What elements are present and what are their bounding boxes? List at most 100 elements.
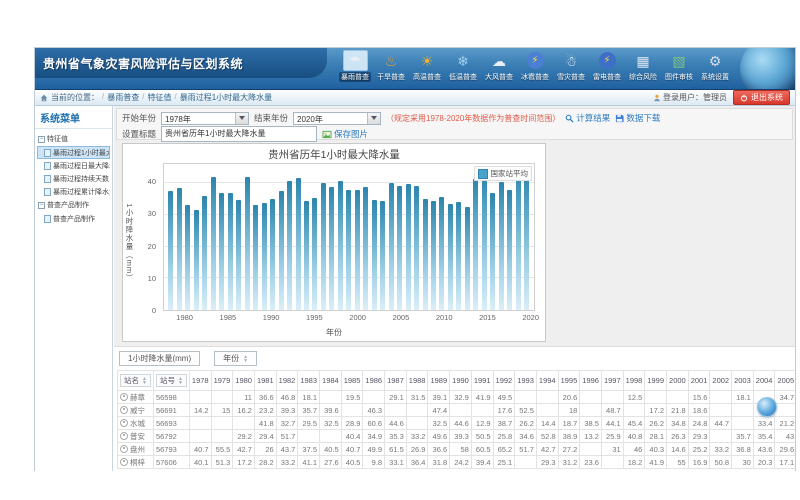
row-select-radio[interactable]: [120, 432, 128, 440]
year-header-1981[interactable]: 1981: [254, 371, 276, 391]
year-header-1982[interactable]: 1982: [276, 371, 298, 391]
year-header-1997[interactable]: 1997: [601, 371, 623, 391]
logout-button[interactable]: 退出系统: [733, 90, 790, 105]
wind-icon: ☁: [487, 50, 512, 71]
value-cell-1979: 51.3: [211, 456, 233, 469]
value-cell-1988: 33.2: [406, 430, 428, 443]
bar-2014: [473, 179, 478, 310]
value-cell-2003: [732, 417, 754, 430]
toolbar-item-wind[interactable]: ☁大风普查: [481, 50, 517, 82]
value-cell-2005: 43: [775, 430, 795, 443]
station-name-cell[interactable]: 水城: [118, 417, 154, 430]
calculate-button[interactable]: 计算结果: [565, 112, 610, 124]
download-button[interactable]: 数据下载: [615, 112, 660, 124]
station-name-cell[interactable]: 威宁: [118, 404, 154, 417]
tree-collapse-icon[interactable]: −: [38, 136, 45, 143]
station-name-cell[interactable]: 普安: [118, 430, 154, 443]
breadcrumb-segment[interactable]: 暴雨普查: [107, 92, 139, 103]
breadcrumb-segment[interactable]: 特征值: [147, 92, 171, 103]
year-header-1989[interactable]: 1989: [428, 371, 450, 391]
year-header-1998[interactable]: 1998: [623, 371, 645, 391]
value-cell-1998: 46: [623, 443, 645, 456]
end-year-select[interactable]: 2020年: [293, 112, 381, 125]
year-header-2001[interactable]: 2001: [688, 371, 710, 391]
year-header-1992[interactable]: 1992: [493, 371, 515, 391]
year-sort-button[interactable]: 年份 ▲▼: [214, 351, 257, 366]
year-header-1991[interactable]: 1991: [471, 371, 493, 391]
app-title: 贵州省气象灾害风险评估与区划系统: [35, 55, 243, 72]
year-header-1984[interactable]: 1984: [320, 371, 342, 391]
toolbar-item-settings[interactable]: ⚙系统设置: [697, 50, 733, 82]
tree-collapse-icon[interactable]: −: [38, 202, 45, 209]
year-header-2000[interactable]: 2000: [667, 371, 689, 391]
year-header-2003[interactable]: 2003: [732, 371, 754, 391]
year-header-1980[interactable]: 1980: [233, 371, 255, 391]
value-cell-2005: 17.1: [775, 456, 795, 469]
station-name-cell[interactable]: 桐梓: [118, 456, 154, 469]
year-header-1985[interactable]: 1985: [341, 371, 363, 391]
value-cell-1996: [580, 404, 602, 417]
station-id-header[interactable]: 站号▲▼: [153, 371, 189, 391]
bar-2000: [355, 190, 360, 310]
year-header-2002[interactable]: 2002: [710, 371, 732, 391]
value-cell-1985: 40.5: [341, 456, 363, 469]
year-header-1979[interactable]: 1979: [211, 371, 233, 391]
year-header-1987[interactable]: 1987: [385, 371, 407, 391]
year-header-1978[interactable]: 1978: [189, 371, 211, 391]
toolbar-item-low-temp[interactable]: ❄低温普查: [445, 50, 481, 82]
year-header-1999[interactable]: 1999: [645, 371, 667, 391]
year-header-1995[interactable]: 1995: [558, 371, 580, 391]
row-select-radio[interactable]: [120, 406, 128, 414]
toolbar-item-composite-risk[interactable]: ▦综合风险: [625, 50, 661, 82]
station-name-header[interactable]: 站名▲▼: [118, 371, 154, 391]
station-name-cell[interactable]: 盘州: [118, 443, 154, 456]
year-header-1986[interactable]: 1986: [363, 371, 385, 391]
bar-1997: [329, 187, 334, 310]
low-temp-icon: ❄: [451, 50, 476, 71]
value-cell-1980: 16.2: [233, 404, 255, 417]
year-header-1994[interactable]: 1994: [536, 371, 558, 391]
toolbar-item-snow[interactable]: ☃雪灾普查: [553, 50, 589, 82]
sidebar-item-0-1[interactable]: 暴雨过程日最大降水量: [37, 159, 110, 172]
sidebar-item-0-3[interactable]: 暴雨过程累计降水量: [37, 185, 110, 198]
toolbar-item-hail[interactable]: ⚡冰雹普查: [517, 50, 553, 82]
floating-widget[interactable]: [757, 397, 777, 417]
toolbar-item-map-review[interactable]: ▧图件审核: [661, 50, 697, 82]
start-year-select[interactable]: 1978年: [161, 112, 249, 125]
year-header-1993[interactable]: 1993: [515, 371, 537, 391]
toolbar-item-lightning[interactable]: ⚡雷电普查: [589, 50, 625, 82]
value-cell-1983: 29.5: [298, 417, 320, 430]
sidebar-group-1[interactable]: −普查产品制作: [37, 198, 110, 212]
sidebar-item-1-0[interactable]: 普查产品制作: [37, 212, 110, 225]
year-header-2004[interactable]: 2004: [753, 371, 775, 391]
station-name-cell[interactable]: 赫章: [118, 391, 154, 404]
year-header-1983[interactable]: 1983: [298, 371, 320, 391]
toolbar-item-rainstorm[interactable]: ☂暴雨普查: [337, 50, 373, 82]
end-year-value: 2020年: [294, 113, 367, 124]
year-header-1996[interactable]: 1996: [580, 371, 602, 391]
row-select-radio[interactable]: [120, 458, 128, 466]
sidebar-item-0-0[interactable]: 暴雨过程1小时最大降水量: [37, 146, 110, 159]
value-cell-1990: 32.9: [450, 391, 472, 404]
value-cell-2005: [775, 404, 795, 417]
save-image-button[interactable]: 保存图片: [322, 128, 368, 140]
station-id-cell: 56793: [153, 443, 189, 456]
table-body: 赫章565981136.646.818.119.529.131.539.132.…: [118, 391, 796, 469]
toolbar-item-high-temp[interactable]: ☀高温普查: [409, 50, 445, 82]
year-header-1990[interactable]: 1990: [450, 371, 472, 391]
value-cell-1999: 26.2: [645, 417, 667, 430]
toolbar-item-drought[interactable]: ♨干旱普查: [373, 50, 409, 82]
row-select-radio[interactable]: [120, 393, 128, 401]
row-select-radio[interactable]: [120, 419, 128, 427]
row-select-radio[interactable]: [120, 445, 128, 453]
sidebar-group-0[interactable]: −特征值: [37, 132, 110, 146]
bar-2013: [465, 207, 470, 310]
year-header-2005[interactable]: 2005: [775, 371, 795, 391]
breadcrumb-segment[interactable]: 暴雨过程1小时最大降水量: [180, 92, 272, 103]
value-cell-1986: 9.8: [363, 456, 385, 469]
unit-filter-button[interactable]: 1小时降水量(mm): [119, 351, 200, 366]
chart-title-input[interactable]: 贵州省历年1小时最大降水量: [161, 126, 317, 142]
year-header-1988[interactable]: 1988: [406, 371, 428, 391]
sidebar-item-0-2[interactable]: 暴雨过程持续天数: [37, 172, 110, 185]
bar-2015: [482, 174, 487, 310]
